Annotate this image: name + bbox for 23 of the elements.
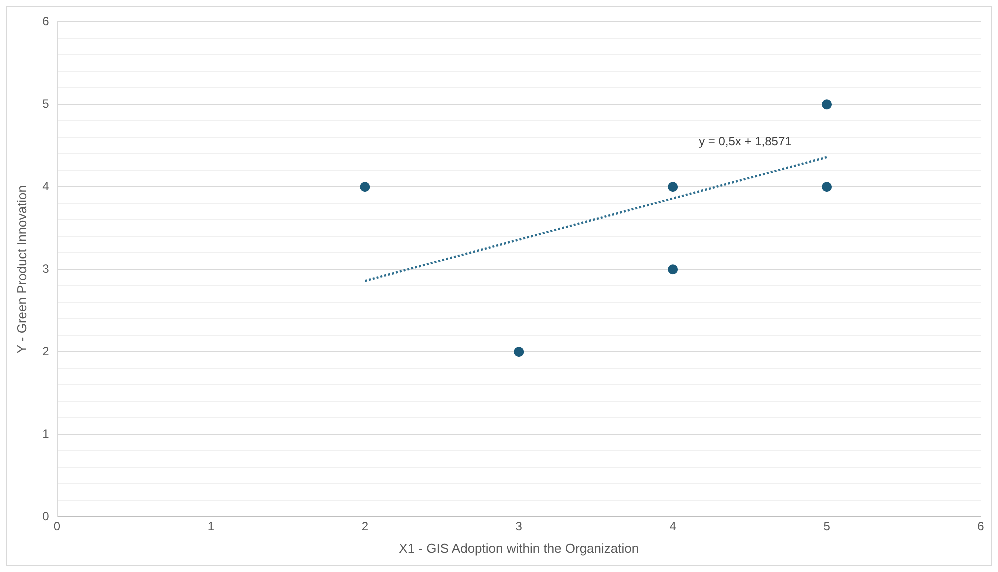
x-axis-title: X1 - GIS Adoption within the Organization [399, 540, 640, 556]
annotation: y = 0,5x + 1,8571 [699, 134, 792, 148]
x-tick-label: 0 [54, 520, 61, 534]
y-tick-label: 0 [42, 509, 50, 524]
x-tick-label: 6 [978, 520, 985, 534]
x-tick-label: 5 [824, 520, 831, 534]
x-tick-label: 1 [208, 520, 215, 534]
point [668, 182, 678, 192]
y-tick-label: 6 [42, 14, 50, 29]
x-tick-label: 3 [516, 520, 523, 534]
y-tick-label: 5 [42, 96, 50, 111]
y-axis-title: Y - Green Product Innovation [14, 186, 30, 354]
x-tick-label: 4 [670, 520, 677, 534]
point [822, 100, 832, 110]
y-tick-label: 1 [42, 426, 50, 441]
y-tick-label: 3 [42, 262, 50, 276]
point [360, 182, 370, 192]
x-tick-label: 2 [362, 520, 369, 534]
y-tick-label: 2 [42, 344, 50, 358]
point [822, 182, 832, 192]
y-tick-label: 4 [42, 179, 50, 194]
point [514, 347, 524, 358]
point [668, 264, 678, 275]
